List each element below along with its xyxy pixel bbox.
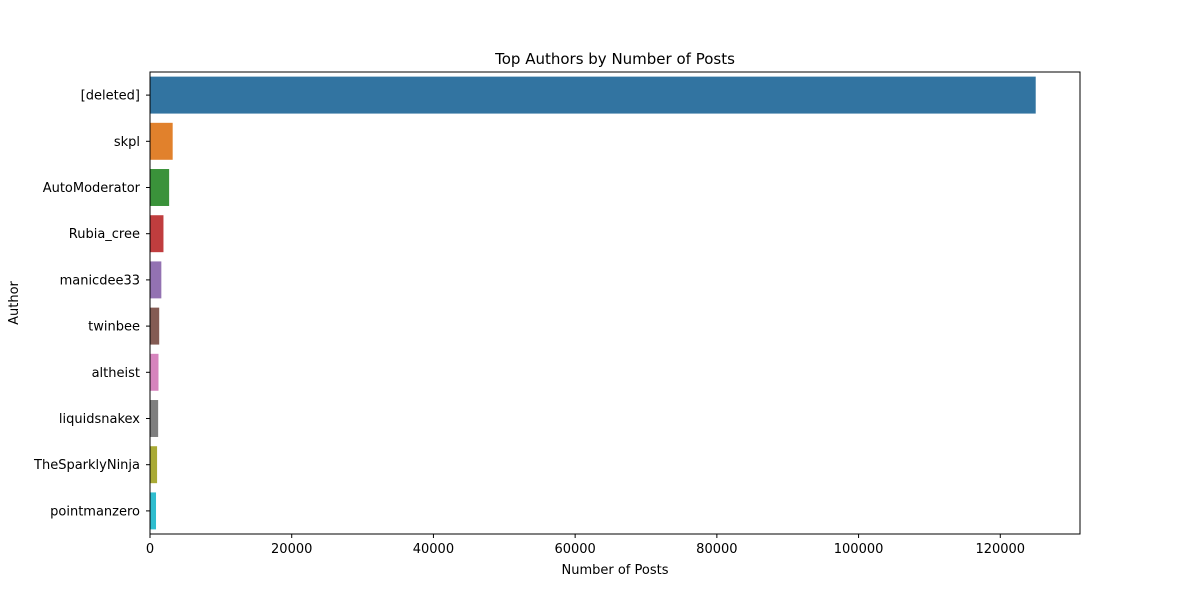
x-tick-label: 0 [146,542,154,557]
y-tick-label: skpl [114,135,140,150]
x-tick-label: 40000 [413,542,454,557]
x-tick-label: 80000 [696,542,737,557]
bar-1 [150,122,173,160]
y-tick-label: TheSparklyNinja [33,458,140,473]
bar-6 [150,353,159,391]
y-axis-label: Author [7,280,22,324]
x-tick-label: 120000 [975,542,1025,557]
x-tick-label: 60000 [554,542,595,557]
y-tick-label: liquidsnakex [59,412,140,427]
bar-5 [150,307,160,345]
y-tick-label: manicdee33 [60,273,140,288]
chart-title: Top Authors by Number of Posts [494,50,735,68]
x-axis-label: Number of Posts [562,563,669,578]
y-tick-label: twinbee [88,320,140,335]
x-tick-label: 100000 [834,542,884,557]
plot-frame [149,71,1081,535]
bar-9 [150,492,157,530]
bar-4 [150,261,162,299]
bar-2 [150,169,170,206]
y-tick-label: altheist [92,366,140,381]
x-tick-label: 20000 [271,542,312,557]
y-tick-label: [deleted] [81,89,140,104]
y-tick-label: AutoModerator [43,181,141,196]
plot-area: [deleted] skpl AutoModerator Rubia_creemani… [33,76,1036,557]
bar-3 [150,215,164,253]
y-tick-label: Rubia_cree [69,227,140,242]
bar-0 [150,76,1036,114]
bar-8 [150,446,158,484]
bar-7 [150,400,159,437]
y-tick-label: pointmanzero [50,504,140,519]
